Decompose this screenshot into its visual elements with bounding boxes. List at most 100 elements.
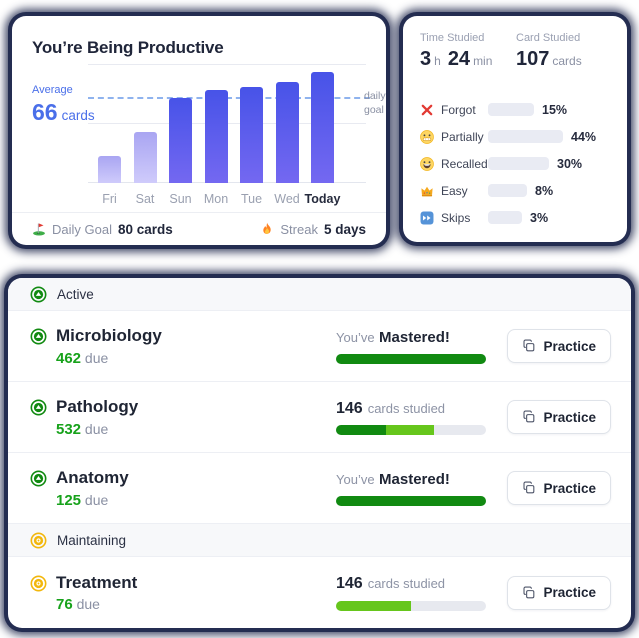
recall-percent: 15% xyxy=(542,102,568,117)
due-word: due xyxy=(84,420,109,437)
time-studied-label: Time Studied xyxy=(420,32,485,44)
cards-studied-stat: Card Studied 107 cards xyxy=(516,32,586,71)
time-studied-stat: Time Studied 3 h 24 min xyxy=(420,32,516,71)
recall-label: Skips xyxy=(441,210,471,225)
practice-label: Practice xyxy=(543,480,596,496)
recall-bar xyxy=(488,130,563,143)
subject-name: Treatment xyxy=(56,572,138,592)
recall-row-easy: Easy 8% xyxy=(420,177,610,204)
recall-percent: 44% xyxy=(571,129,597,144)
subject-progress: You’ve Mastered! xyxy=(336,328,506,365)
status-line: 146 cards studied xyxy=(336,574,506,593)
streak-value: 5 days xyxy=(323,221,366,237)
productivity-chart-bars: Fri Sat Sun Mon Tue Wed Today xyxy=(88,55,366,206)
practice-label: Practice xyxy=(543,409,596,425)
practice-button-pathology[interactable]: Practice xyxy=(507,400,611,434)
streak-item: Streak 5 days xyxy=(260,222,366,237)
daily-goal-label: Daily Goal xyxy=(52,221,112,237)
due-count: 76 xyxy=(56,596,73,614)
time-minutes-value: 24 xyxy=(447,48,471,70)
bar-rect xyxy=(169,98,192,183)
subject-info: Treatment 76 due xyxy=(30,572,336,613)
study-stats-card: Time Studied 3 h 24 min Card Studied 107… xyxy=(403,16,627,242)
bar-axis-label: Fri xyxy=(102,192,117,206)
cards-copy-icon xyxy=(522,410,536,424)
fast-forward-icon xyxy=(420,211,434,225)
cards-copy-icon xyxy=(522,481,536,495)
average-unit: cards xyxy=(61,108,95,123)
progress-bar xyxy=(336,425,486,436)
time-hours-value: 3 xyxy=(420,48,432,70)
average-value: 66 xyxy=(32,99,58,125)
recall-row-recalled: Recalled 30% xyxy=(420,150,610,177)
status-mastered: Mastered! xyxy=(379,328,450,346)
bar-rect xyxy=(204,90,228,183)
grimacing-face-icon xyxy=(420,129,434,144)
cards-copy-icon xyxy=(522,339,536,353)
progress-bar xyxy=(336,354,486,365)
due-word: due xyxy=(76,596,100,613)
stats-row: Time Studied 3 h 24 min Card Studied 107… xyxy=(420,32,610,71)
daily-goal-item: Daily Goal 80 cards xyxy=(32,222,173,237)
recall-breakdown-list: Forgot 15% Partially 44% Recalled 30% Easy 8% Sk… xyxy=(420,96,610,231)
due-count: 462 xyxy=(56,349,82,367)
subject-row-treatment: Treatment 76 due 146 cards studied Practice xyxy=(8,557,631,628)
due-count: 125 xyxy=(56,491,82,509)
cards-studied-label: Card Studied xyxy=(516,32,581,44)
section-label: Maintaining xyxy=(57,532,127,548)
status-mastered: Mastered! xyxy=(379,470,450,488)
subject-row-microbiology: Microbiology 462 due You’ve Mastered! Pract… xyxy=(8,311,631,382)
bar-axis-label: Mon xyxy=(203,192,229,206)
average-label: Average xyxy=(32,84,73,96)
smiling-face-icon xyxy=(420,156,434,171)
active-status-icon xyxy=(30,399,47,416)
subject-progress: 146 cards studied xyxy=(336,399,506,436)
status-prefix: You’ve xyxy=(336,471,375,487)
maintaining-status-icon xyxy=(30,575,47,592)
goal-label-line1: daily xyxy=(364,90,386,102)
practice-button-treatment[interactable]: Practice xyxy=(507,575,611,610)
practice-button-microbiology[interactable]: Practice xyxy=(507,329,611,363)
recall-row-skips: Skips 3% xyxy=(420,204,610,231)
subject-info: Anatomy 125 due xyxy=(30,467,336,509)
due-line: 125 due xyxy=(56,492,129,509)
practice-button-anatomy[interactable]: Practice xyxy=(507,471,611,505)
due-word: due xyxy=(84,349,109,366)
recall-bar xyxy=(488,184,527,197)
time-hours-unit: h xyxy=(434,54,441,68)
time-minutes-unit: min xyxy=(473,54,493,68)
daily-goal-line xyxy=(88,97,370,99)
cards-copy-icon xyxy=(522,586,536,600)
maintaining-status-icon xyxy=(30,532,47,549)
progress-bar xyxy=(336,600,486,611)
subject-progress: You’ve Mastered! xyxy=(336,470,506,507)
cross-mark-icon xyxy=(420,103,434,117)
goal-label-line2: goal xyxy=(364,103,384,116)
active-status-icon xyxy=(30,328,47,345)
due-count: 532 xyxy=(56,420,82,438)
due-line: 76 due xyxy=(56,596,137,613)
cards-studied-count: 146 xyxy=(336,399,363,417)
due-line: 462 due xyxy=(56,350,162,367)
productivity-footer: Daily Goal 80 cards Streak 5 days xyxy=(12,212,386,245)
streak-label: Streak xyxy=(280,221,318,237)
cards-studied-value: 107 xyxy=(516,48,550,70)
progress-segment xyxy=(336,600,411,611)
recall-percent: 8% xyxy=(535,183,554,198)
recall-label: Easy xyxy=(441,183,468,198)
cards-studied-word: cards studied xyxy=(367,400,446,416)
subject-name: Microbiology xyxy=(56,326,162,346)
subject-info: Microbiology 462 due xyxy=(30,325,336,367)
productivity-card: You’re Being Productive Average 66 cards… xyxy=(12,16,386,245)
subjects-list: Active Microbiology 462 due You’ve Mastered… xyxy=(8,278,631,628)
subject-row-anatomy: Anatomy 125 due You’ve Mastered! Practice xyxy=(8,453,631,524)
bar-rect xyxy=(275,82,299,183)
recall-bar xyxy=(488,211,522,224)
section-header-maintaining: Maintaining xyxy=(8,524,631,557)
subject-info: Pathology 532 due xyxy=(30,396,336,438)
bar-axis-label: Today xyxy=(304,192,341,206)
recall-row-forgot: Forgot 15% xyxy=(420,96,610,123)
bar-axis-label: Wed xyxy=(274,192,300,206)
bar-axis-label: Sat xyxy=(135,192,155,206)
bar-rect xyxy=(133,132,157,183)
